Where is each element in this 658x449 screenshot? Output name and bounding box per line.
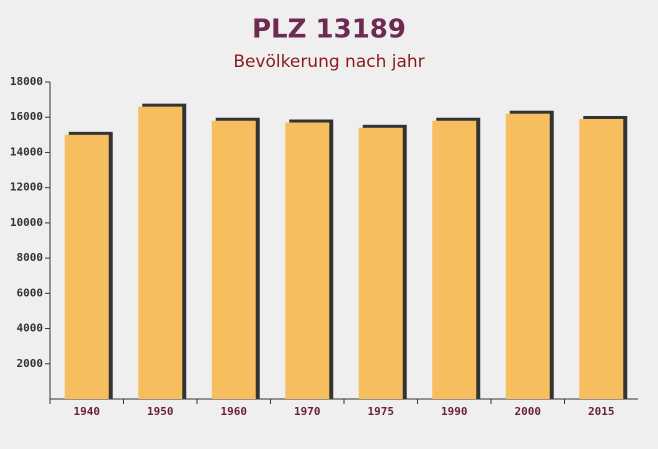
y-tick-label: 8000 <box>17 251 44 264</box>
y-tick-label: 18000 <box>10 75 43 88</box>
x-tick-label: 1970 <box>294 405 321 418</box>
x-tick-label: 2000 <box>515 405 542 418</box>
bar <box>432 120 477 399</box>
bar <box>358 127 403 400</box>
bar <box>505 113 550 399</box>
y-tick-label: 2000 <box>17 357 44 370</box>
x-tick-label: 1950 <box>147 405 174 418</box>
y-tick-label: 10000 <box>10 216 43 229</box>
y-tick-label: 16000 <box>10 110 43 123</box>
y-tick-label: 14000 <box>10 145 43 158</box>
x-tick-label: 1990 <box>441 405 468 418</box>
x-tick-label: 2015 <box>588 405 615 418</box>
chart-subtitle: Bevölkerung nach jahr <box>233 52 424 72</box>
x-tick-label: 1960 <box>221 405 248 418</box>
bar <box>138 106 183 400</box>
y-tick-label: 6000 <box>17 286 44 299</box>
bar <box>579 118 624 399</box>
y-tick-label: 12000 <box>10 181 43 194</box>
x-tick-label: 1940 <box>74 405 101 418</box>
chart-title: PLZ 13189 <box>252 15 406 45</box>
bar <box>211 120 256 399</box>
bar <box>285 122 330 399</box>
y-tick-label: 4000 <box>17 322 44 335</box>
x-tick-label: 1975 <box>368 405 395 418</box>
bar <box>64 134 109 400</box>
